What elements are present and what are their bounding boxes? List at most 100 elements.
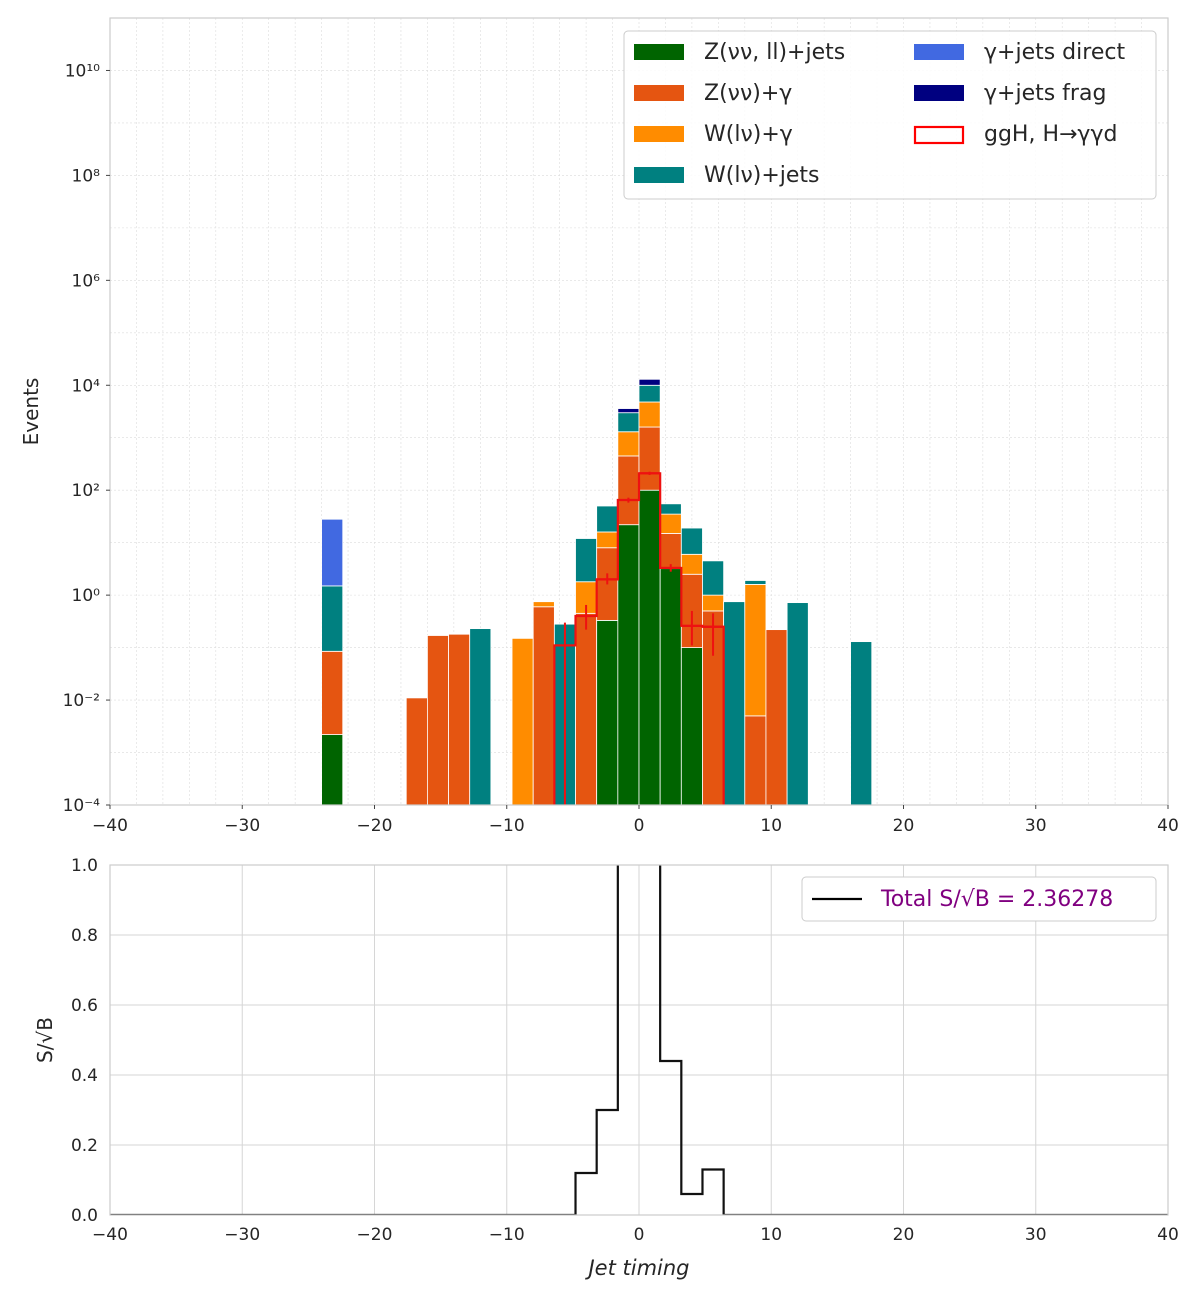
signal-histogram	[553, 471, 725, 805]
bar-segment	[575, 538, 598, 583]
ratio-legend: Total S/√B = 2.36278	[801, 876, 1157, 922]
ratio-x-axis-label: Jet timing	[584, 1256, 689, 1280]
legend-label: W(lν)+jets	[704, 163, 820, 188]
bar-segment	[321, 518, 344, 587]
ratio-y-axis: 0.0 0.2 0.4 0.6 0.8 1.0 S/√B	[33, 856, 98, 1226]
bar-segment	[638, 489, 661, 806]
bar-segment	[659, 533, 682, 570]
x-tick-label: 30	[1025, 816, 1047, 836]
bar-segment	[617, 431, 640, 457]
bar-segment	[680, 553, 703, 575]
bar-segment	[786, 602, 809, 806]
bar-segment	[469, 628, 492, 806]
x-tick-label: −40	[92, 1225, 128, 1245]
bar-segment	[617, 412, 640, 433]
histogram-y-axis-label: Events	[19, 378, 43, 446]
legend-swatch	[634, 126, 684, 142]
legend-swatch	[914, 44, 964, 60]
y-tick-label: 0.8	[71, 926, 98, 946]
bar-segment	[702, 594, 725, 612]
bar-segment	[850, 641, 873, 806]
y-tick-label: 10⁰	[72, 586, 101, 606]
x-tick-label: −30	[224, 816, 260, 836]
bar-segment	[321, 585, 344, 652]
x-tick-label: 0	[634, 816, 645, 836]
legend-swatch	[634, 167, 684, 183]
bar-segment	[448, 633, 471, 806]
legend-swatch	[634, 85, 684, 101]
legend-label: γ+jets frag	[984, 81, 1106, 106]
bar-segment	[617, 455, 640, 526]
legend-swatch	[913, 125, 965, 145]
ratio-panel: −40 −30 −20 −10 0 10 20 30 40 Jet timing 0.0 0.2 0.4…	[33, 856, 1179, 1280]
bar-segment	[680, 647, 703, 806]
legend-swatch	[914, 85, 964, 101]
bar-segment	[638, 378, 661, 386]
x-tick-label: 20	[893, 816, 915, 836]
y-tick-label: 0.2	[71, 1136, 98, 1156]
significance-step-line	[110, 865, 1168, 1215]
x-tick-label: −10	[489, 816, 525, 836]
bar-segment	[532, 601, 555, 608]
bar-segment	[321, 650, 344, 735]
y-tick-label: 10²	[72, 481, 100, 501]
y-tick-label: 10¹⁰	[65, 61, 100, 81]
bar-segment	[638, 384, 661, 403]
x-tick-label: 20	[893, 1225, 915, 1245]
bar-segment	[596, 505, 619, 533]
ratio-y-axis-label: S/√B	[33, 1017, 57, 1063]
x-tick-label: 0	[634, 1225, 645, 1245]
y-tick-label: 0.4	[71, 1066, 98, 1086]
legend-label: Z(νν)+γ	[704, 81, 792, 106]
x-tick-label: 10	[760, 1225, 782, 1245]
x-tick-label: 40	[1157, 816, 1179, 836]
bar-segment	[617, 408, 640, 414]
x-tick-label: −20	[357, 816, 393, 836]
bar-segment	[744, 584, 767, 717]
y-tick-label: 10⁻⁴	[63, 796, 101, 816]
x-tick-label: −40	[92, 816, 128, 836]
x-tick-label: −10	[489, 1225, 525, 1245]
legend-label: W(lν)+γ	[704, 122, 793, 147]
x-tick-label: 40	[1157, 1225, 1179, 1245]
bar-segment	[638, 426, 661, 491]
bar-segment	[321, 734, 344, 806]
legend-box	[801, 876, 1157, 922]
bar-segment	[744, 715, 767, 806]
ratio-frame	[109, 864, 1169, 1216]
legend-label: Z(νν, ll)+jets	[704, 40, 845, 65]
bar-segment	[596, 619, 619, 806]
legend-label: Total S/√B = 2.36278	[880, 887, 1113, 912]
x-tick-label: −20	[357, 1225, 393, 1245]
bar-segment	[765, 629, 788, 806]
bar-segment	[596, 531, 619, 549]
ratio-x-axis: −40 −30 −20 −10 0 10 20 30 40 Jet timing	[92, 1225, 1179, 1280]
histogram-x-axis: −40 −30 −20 −10 0 10 20 30 40	[92, 805, 1179, 836]
bar-segment	[659, 568, 682, 806]
histogram-y-axis: 10⁻⁴ 10⁻² 10⁰ 10² 10⁴ 10⁶ 10⁸ 10¹⁰ Events	[19, 61, 110, 816]
legend-label: γ+jets direct	[984, 40, 1125, 65]
bar-segment	[680, 527, 703, 555]
bar-segment	[617, 524, 640, 806]
x-tick-label: 30	[1025, 1225, 1047, 1245]
stacked-bars	[321, 378, 873, 806]
bar-segment	[659, 513, 682, 534]
y-tick-label: 10⁶	[72, 271, 101, 291]
bar-segment	[744, 580, 767, 585]
histogram-legend: Z(νν, ll)+jets Z(νν)+γ W(lν)+γ W(lν)+jets γ+…	[623, 30, 1157, 200]
y-tick-label: 1.0	[71, 856, 98, 876]
y-tick-label: 10⁻²	[63, 691, 100, 711]
legend-swatch	[634, 44, 684, 60]
bar-segment	[511, 637, 534, 806]
bar-segment	[532, 606, 555, 806]
y-tick-label: 0.6	[71, 996, 98, 1016]
y-tick-label: 0.0	[71, 1206, 98, 1226]
bar-segment	[575, 612, 598, 806]
x-tick-label: −30	[224, 1225, 260, 1245]
bar-segment	[638, 401, 661, 428]
legend-label: ggH, H→γγd	[984, 122, 1117, 147]
bar-segment	[405, 697, 428, 806]
y-tick-label: 10⁸	[72, 166, 101, 186]
histogram-panel: −40 −30 −20 −10 0 10 20 30 4010⁻⁴10⁻²10⁰10²10⁴10…	[19, 17, 1179, 836]
